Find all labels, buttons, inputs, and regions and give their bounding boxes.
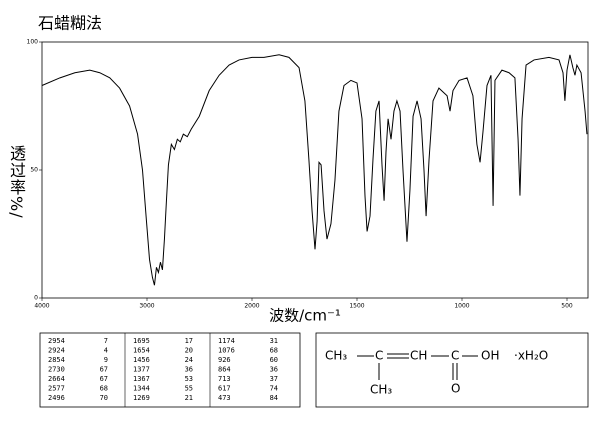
peak-wavenumber: 926: [218, 356, 231, 364]
peak-intensity: 53: [185, 375, 193, 383]
atom: C: [451, 349, 459, 363]
x-tick-label: 4000: [34, 303, 49, 310]
table-frame: [39, 332, 301, 408]
peak-intensity: 31: [270, 337, 278, 345]
y-tick-label: 50: [30, 167, 38, 174]
peak-wavenumber: 713: [218, 375, 231, 383]
peak-wavenumber: 1654: [133, 347, 150, 355]
chart-title: 石蜡糊法: [38, 14, 102, 33]
peak-intensity: 37: [270, 375, 278, 383]
peak-wavenumber: 1377: [133, 366, 150, 374]
x-tick-label: 500: [561, 303, 573, 310]
atom: CH: [410, 349, 427, 363]
peak-intensity: 24: [185, 356, 193, 364]
peak-wavenumber: 1695: [133, 337, 150, 345]
structure-frame: [315, 332, 589, 408]
peak-wavenumber: 2854: [48, 356, 65, 364]
peak-wavenumber: 1344: [133, 385, 150, 393]
atom: OH: [481, 349, 499, 363]
atom: CH₃: [370, 383, 392, 397]
peak-intensity: 21: [185, 394, 193, 402]
peak-intensity: 36: [185, 366, 193, 374]
x-tick-label: 1500: [349, 303, 364, 310]
peak-intensity: 60: [270, 356, 278, 364]
peak-intensity: 20: [185, 347, 193, 355]
atom: C: [375, 349, 383, 363]
peak-wavenumber: 2730: [48, 366, 65, 374]
plot-frame: [41, 41, 589, 299]
spectrum-line: [41, 54, 588, 286]
peak-wavenumber: 473: [218, 394, 231, 402]
peak-intensity: 67: [100, 375, 108, 383]
peak-intensity: 4: [104, 347, 108, 355]
y-tick-label: 0: [34, 295, 38, 302]
y-axis-label: 透过率%/: [7, 145, 26, 219]
peak-intensity: 84: [270, 394, 278, 402]
peak-wavenumber: 1367: [133, 375, 150, 383]
peak-wavenumber: 1076: [218, 347, 235, 355]
peak-wavenumber: 1269: [133, 394, 150, 402]
atom: O: [451, 382, 460, 396]
peak-wavenumber: 1174: [218, 337, 235, 345]
peak-wavenumber: 1456: [133, 356, 150, 364]
peak-intensity: 67: [100, 366, 108, 374]
peak-intensity: 17: [185, 337, 193, 345]
peak-intensity: 68: [270, 347, 278, 355]
peak-intensity: 55: [185, 385, 193, 393]
peak-wavenumber: 2496: [48, 394, 65, 402]
x-axis-label: 波数/cm⁻¹: [269, 307, 341, 325]
peak-intensity: 9: [104, 356, 108, 364]
peak-wavenumber: 2577: [48, 385, 65, 393]
peak-wavenumber: 864: [218, 366, 231, 374]
atom: CH₃: [325, 349, 347, 363]
peak-wavenumber: 617: [218, 385, 231, 393]
peak-intensity: 74: [270, 385, 278, 393]
peak-wavenumber: 2924: [48, 347, 65, 355]
peak-intensity: 70: [100, 394, 108, 402]
peak-wavenumber: 2954: [48, 337, 65, 345]
y-tick-label: 100: [27, 39, 39, 46]
x-tick-label: 3000: [139, 303, 154, 310]
hydrate: ·xH₂O: [514, 349, 548, 363]
peak-intensity: 36: [270, 366, 278, 374]
peak-intensity: 7: [104, 337, 108, 345]
peak-wavenumber: 2664: [48, 375, 65, 383]
peak-intensity: 68: [100, 385, 108, 393]
x-tick-label: 2000: [244, 303, 259, 310]
x-tick-label: 1000: [454, 303, 469, 310]
